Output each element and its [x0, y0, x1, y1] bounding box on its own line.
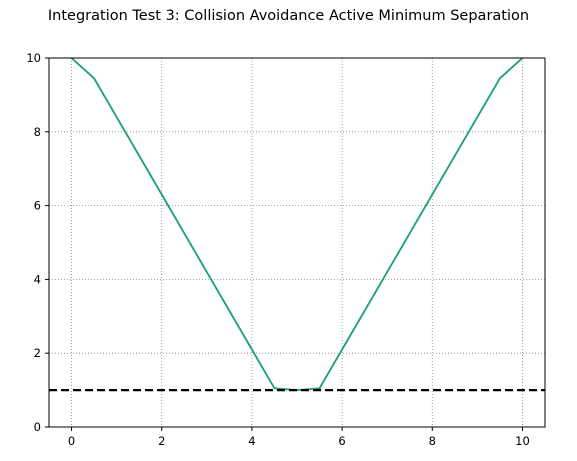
x-tick-label: 4: [248, 434, 255, 448]
separation-series-line: [70, 57, 524, 392]
y-tick-label: 2: [34, 346, 41, 360]
x-tick-label: 8: [429, 434, 436, 448]
y-tick-label: 10: [26, 51, 41, 65]
x-tick-label: 10: [515, 434, 530, 448]
grid-layer: [49, 57, 545, 428]
plot-frame: [48, 57, 546, 428]
data-layer: [49, 57, 545, 392]
y-tick-label: 8: [34, 125, 41, 139]
tick-layer: 0 2 4 6 8 10 0 2 4 6 8 10: [26, 51, 529, 448]
x-tick-label: 0: [68, 434, 75, 448]
y-tick-label: 0: [34, 420, 41, 434]
x-tick-label: 2: [158, 434, 165, 448]
chart-title: Integration Test 3: Collision Avoidance …: [47, 8, 530, 24]
y-tick-label: 4: [34, 272, 41, 286]
y-tick-label: 6: [34, 199, 41, 213]
x-tick-label: 6: [338, 434, 345, 448]
